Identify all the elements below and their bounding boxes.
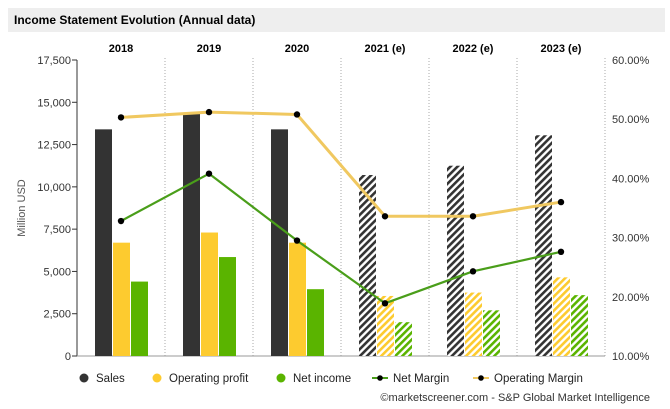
operating-profit-bar bbox=[553, 277, 570, 356]
legend-net-margin-marker-dot bbox=[377, 375, 383, 381]
operating-profit-bar bbox=[377, 295, 394, 356]
legend-operating-margin-marker-dot bbox=[478, 375, 484, 381]
legend-operating-margin-label: Operating Margin bbox=[494, 373, 583, 385]
operating-margin-point bbox=[469, 213, 477, 220]
y-tick-label: 0 bbox=[65, 351, 71, 363]
net-income-bar bbox=[219, 257, 236, 356]
net-margin-point bbox=[381, 300, 389, 307]
legend-sales-label: Sales bbox=[96, 373, 125, 385]
sales-bar bbox=[183, 113, 200, 356]
net-income-bar bbox=[483, 310, 500, 356]
net-income-bar bbox=[307, 289, 324, 356]
operating-margin-point bbox=[293, 111, 301, 118]
operating-margin-point bbox=[117, 114, 125, 121]
sales-bar bbox=[535, 135, 552, 356]
category-label: 2018 bbox=[109, 43, 133, 55]
operating-margin-point bbox=[557, 198, 565, 206]
net-margin-point bbox=[293, 237, 301, 244]
net-income-bar bbox=[131, 281, 148, 356]
net-margin-point bbox=[557, 248, 565, 256]
chart-title: Income Statement Evolution (Annual data) bbox=[14, 13, 256, 27]
net-income-bar bbox=[571, 295, 588, 356]
y-tick-label: 12,500 bbox=[37, 140, 71, 152]
sales-bar bbox=[95, 129, 112, 356]
legend-net-income-marker bbox=[276, 373, 286, 383]
net-margin-point bbox=[117, 217, 125, 225]
title-bar: Income Statement Evolution (Annual data) bbox=[8, 8, 665, 32]
footer-credit: ©marketscreener.com - S&P Global Market … bbox=[380, 392, 650, 404]
net-margin-point bbox=[469, 268, 477, 275]
category-label: 2020 bbox=[285, 43, 309, 55]
legend-net-income-label: Net income bbox=[293, 373, 351, 385]
category-label: 2019 bbox=[197, 43, 221, 55]
legend-net-margin-label: Net Margin bbox=[393, 373, 449, 385]
y-tick-label: 15,000 bbox=[37, 97, 71, 109]
net-margin-point bbox=[205, 170, 213, 177]
legend-operating-profit-marker bbox=[152, 373, 162, 383]
y2-tick-label: 40.00% bbox=[612, 173, 650, 185]
net-income-bar bbox=[395, 322, 412, 356]
net-margin-line bbox=[120, 172, 562, 305]
category-label: 2022 (e) bbox=[453, 43, 494, 55]
legend-sales-marker bbox=[79, 373, 89, 383]
y2-tick-label: 10.00% bbox=[612, 351, 650, 363]
operating-margin-line bbox=[120, 110, 562, 218]
operating-margin-point bbox=[381, 213, 389, 220]
legend-operating-profit-label: Operating profit bbox=[169, 373, 249, 385]
y-tick-label: 5,000 bbox=[43, 266, 71, 278]
category-label: 2023 (e) bbox=[541, 43, 582, 55]
y-tick-label: 7,500 bbox=[43, 224, 71, 236]
sales-bar bbox=[359, 175, 376, 356]
y2-tick-label: 50.00% bbox=[612, 114, 650, 126]
y2-tick-label: 60.00% bbox=[612, 55, 650, 67]
y-tick-label: 2,500 bbox=[43, 309, 71, 321]
y-axis-label: Million USD bbox=[16, 179, 28, 237]
y2-tick-label: 20.00% bbox=[612, 292, 650, 304]
y-tick-label: 17,500 bbox=[37, 55, 71, 67]
operating-profit-bar bbox=[289, 242, 306, 356]
y2-tick-label: 30.00% bbox=[612, 233, 650, 245]
operating-profit-bar bbox=[201, 232, 218, 356]
y-tick-label: 10,000 bbox=[37, 182, 71, 194]
category-label: 2021 (e) bbox=[365, 43, 406, 55]
sales-bar bbox=[447, 165, 464, 356]
sales-bar bbox=[271, 129, 288, 356]
operating-profit-bar bbox=[465, 292, 482, 356]
operating-margin-point bbox=[205, 108, 213, 116]
operating-profit-bar bbox=[113, 242, 130, 356]
